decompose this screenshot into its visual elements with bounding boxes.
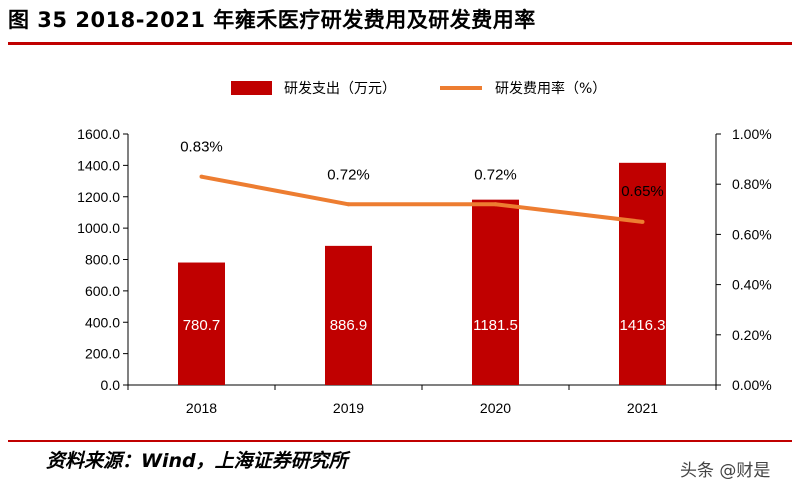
y-right-tick-label: 0.80%: [732, 176, 772, 192]
y-left-tick-label: 1000.0: [77, 220, 120, 236]
legend-label-bar: 研发支出（万元）: [284, 81, 396, 97]
bar-value-label: 1181.5: [473, 317, 518, 334]
y-right-tick-label: 0.40%: [732, 277, 772, 293]
bar: [619, 162, 666, 385]
bar-value-label: 780.7: [183, 317, 221, 334]
y-left-tick-label: 200.0: [85, 346, 120, 362]
rate-value-label: 0.72%: [327, 166, 370, 183]
x-tick-label: 2019: [333, 400, 364, 416]
bar: [472, 199, 519, 385]
rate-point: [493, 202, 498, 207]
y-left-tick-label: 1600.0: [77, 126, 120, 142]
y-left-tick-label: 400.0: [85, 314, 120, 330]
y-left-tick-label: 1200.0: [77, 189, 120, 205]
y-right-tick-label: 0.60%: [732, 226, 772, 242]
y-right-tick-label: 1.00%: [732, 126, 772, 142]
rate-point: [199, 174, 204, 179]
y-left-tick-label: 1400.0: [77, 157, 120, 173]
rate-value-label: 0.65%: [621, 183, 664, 200]
bar: [325, 245, 372, 385]
rate-point: [346, 202, 351, 207]
rate-value-label: 0.72%: [474, 166, 517, 183]
rate-point: [640, 219, 645, 224]
bar: [178, 262, 225, 385]
x-tick-label: 2021: [627, 400, 658, 416]
bar-value-label: 886.9: [330, 317, 368, 334]
source-divider: [8, 440, 792, 442]
y-right-tick-label: 0.20%: [732, 327, 772, 343]
watermark: 头条 @财是: [680, 461, 771, 481]
rate-line: [201, 174, 643, 224]
rate-value-label: 0.83%: [180, 139, 223, 156]
x-tick-label: 2020: [480, 400, 511, 416]
y-left-tick-label: 600.0: [85, 283, 120, 299]
legend-label-line: 研发费用率（%）: [495, 80, 606, 97]
y-left-tick-label: 800.0: [85, 252, 120, 268]
y-left-tick-label: 0.0: [101, 377, 121, 393]
legend-swatch-bar: [231, 81, 272, 95]
source-note: 资料来源：Wind，上海证券研究所: [46, 450, 348, 472]
bar-value-label: 1416.3: [620, 317, 666, 334]
x-tick-label: 2018: [186, 400, 217, 416]
chart-title: 图 35 2018-2021 年雍禾医疗研发费用及研发费用率: [8, 8, 536, 32]
title-divider: [8, 42, 792, 45]
y-right-tick-label: 0.00%: [732, 377, 772, 393]
